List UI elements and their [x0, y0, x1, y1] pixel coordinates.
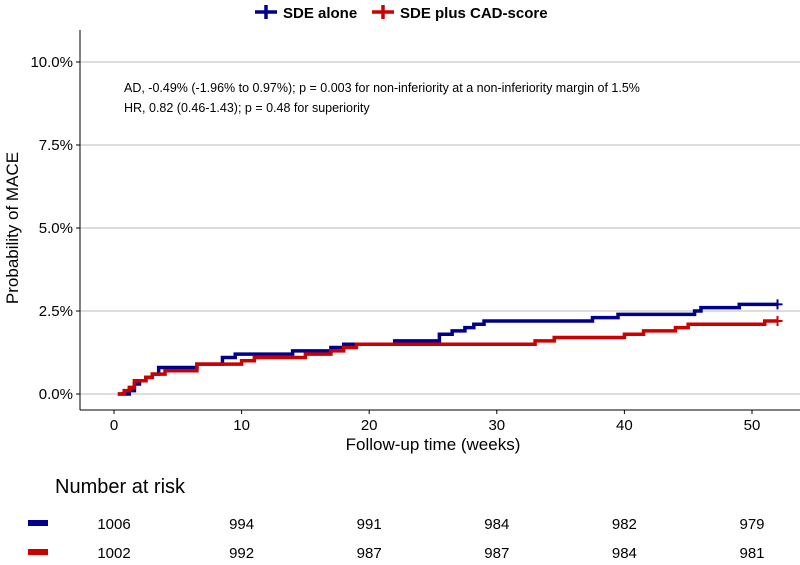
- risk-value: 984: [484, 516, 509, 533]
- curves: [117, 299, 783, 396]
- y-axis-label: Probability of MACE: [3, 152, 22, 304]
- risk-value: 984: [612, 545, 637, 562]
- censor-mark: [772, 299, 783, 310]
- y-tick-label: 0.0%: [39, 386, 73, 403]
- legend-key: [255, 5, 277, 19]
- annotation-1: AD, -0.49% (-1.96% to 0.97%); p = 0.003 …: [124, 81, 640, 95]
- risk-value: 981: [739, 545, 764, 562]
- legend: SDE alone SDE plus CAD-score: [255, 5, 548, 22]
- risk-row-key: [28, 549, 48, 555]
- risk-table: 1006 994 991 984 982 979 1002 992 987 987 984 981: [28, 516, 765, 562]
- x-tick-label: 10: [233, 417, 250, 434]
- risk-value: 992: [229, 545, 254, 562]
- risk-value: 1002: [97, 545, 130, 562]
- y-tick-label: 10.0%: [30, 54, 73, 71]
- km-curve-sde-alone: [117, 302, 778, 396]
- x-axis-label: Follow-up time (weeks): [346, 435, 521, 454]
- risk-value: 1006: [97, 516, 130, 533]
- annotation-2: HR, 0.82 (0.46-1.43); p = 0.48 for super…: [124, 101, 370, 115]
- legend-label: SDE alone: [283, 5, 357, 22]
- risk-value: 979: [739, 516, 764, 533]
- risk-table-title: Number at risk: [55, 476, 186, 498]
- risk-value: 987: [357, 545, 382, 562]
- risk-value: 991: [357, 516, 382, 533]
- legend-key: [372, 5, 394, 19]
- risk-value: 982: [612, 516, 637, 533]
- censor-mark: [772, 315, 783, 326]
- x-tick-label: 0: [110, 417, 118, 434]
- x-tick-label: 50: [744, 417, 761, 434]
- y-tick-label: 7.5%: [39, 137, 73, 154]
- risk-value: 994: [229, 516, 254, 533]
- x-tick-label: 30: [488, 417, 505, 434]
- risk-row-key: [28, 520, 48, 526]
- x-tick-label: 20: [361, 417, 378, 434]
- grid: [80, 61, 800, 395]
- risk-value: 987: [484, 545, 509, 562]
- y-tick-label: 5.0%: [39, 220, 73, 237]
- axes: 0.0% 2.5% 5.0% 7.5% 10.0% 0 10 20 30 40 50: [30, 30, 800, 434]
- y-tick-label: 2.5%: [39, 303, 73, 320]
- legend-label: SDE plus CAD-score: [400, 5, 548, 22]
- km-curve-sde-plus-cad: [117, 319, 778, 396]
- x-tick-label: 40: [616, 417, 633, 434]
